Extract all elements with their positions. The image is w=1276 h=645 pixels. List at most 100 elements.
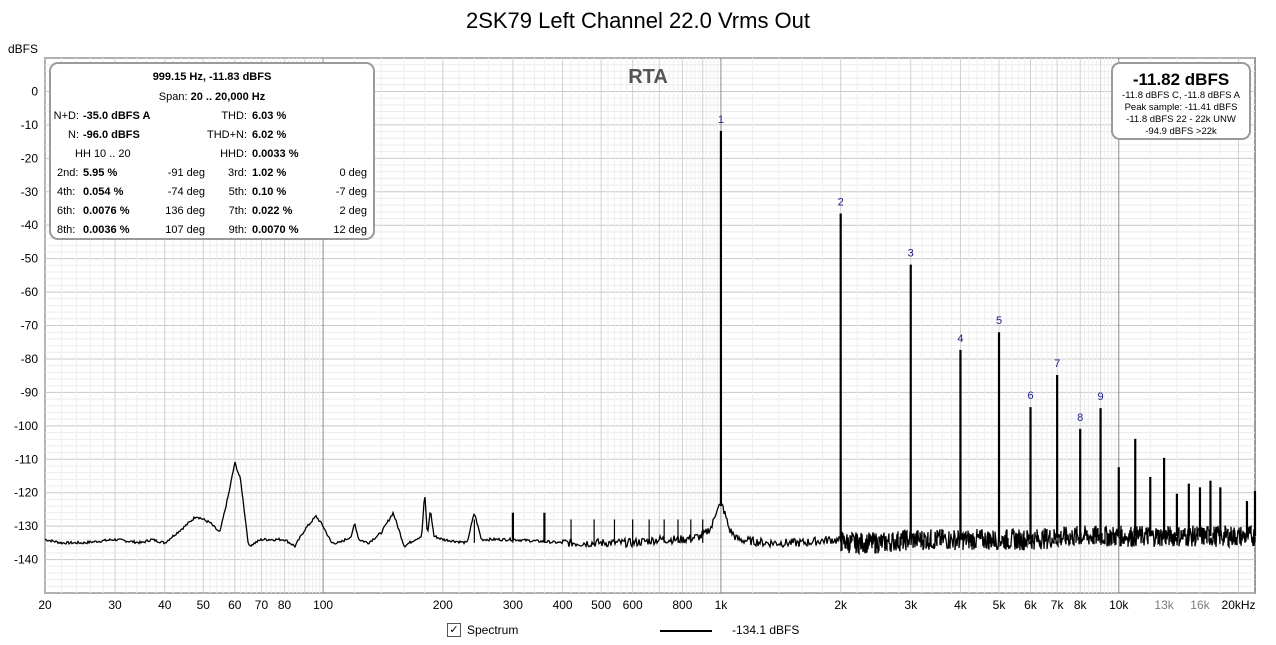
harmonic-5-value: 0.10 %: [252, 186, 287, 198]
x-tick-label: 7k: [1051, 598, 1065, 612]
harmonic-2-value: 5.95 %: [83, 167, 118, 179]
harmonic-9-label: 9th:: [228, 224, 247, 236]
x-tick-label: 5k: [993, 598, 1007, 612]
level-unweighted: -11.8 dBFS 22 - 22k UNW: [1126, 114, 1236, 125]
nd-label: N+D:: [53, 110, 79, 122]
spectrum-noise-floor: [45, 461, 1256, 556]
harmonic-markers: 1 2 3 4 5 6 7 8 9: [718, 114, 1104, 424]
hhd-label: HHD:: [220, 148, 247, 160]
axis-tick-labels: 0 -10 -20 -30 -40 -50 -60 -70 -80 -90 -100 -110 -120…: [14, 84, 1256, 612]
x-tick-label: 70: [255, 598, 269, 612]
span-readout: Span: 20 .. 20,000 Hz: [51, 91, 373, 103]
x-tick-label: 300: [503, 598, 523, 612]
x-tick-label: 4k: [954, 598, 968, 612]
x-tick-label: 10k: [1109, 598, 1129, 612]
y-tick-label: -140: [14, 553, 38, 567]
x-tick-label: 500: [591, 598, 611, 612]
x-tick-label: 3k: [904, 598, 918, 612]
harmonic-8-value: 0.0036 %: [83, 224, 130, 236]
y-tick-label: -80: [21, 352, 39, 366]
level-peak-sample: Peak sample: -11.41 dBFS: [1124, 102, 1238, 113]
distortion-stats-box[interactable]: 999.15 Hz, -11.83 dBFS Span: 20 .. 20,00…: [49, 62, 375, 240]
fundamental-readout: 999.15 Hz, -11.83 dBFS: [152, 71, 272, 83]
y-tick-label: -40: [21, 218, 39, 232]
level-weighted: -11.8 dBFS C, -11.8 dBFS A: [1122, 90, 1240, 101]
harmonic-marker-label: 6: [1027, 390, 1033, 402]
harmonic-6-value: 0.0076 %: [83, 205, 130, 217]
harmonic-5-label: 5th:: [228, 186, 247, 198]
hhd-value: 0.0033 %: [252, 148, 299, 160]
x-tick-label: 80: [278, 598, 292, 612]
x-tick-label: 6k: [1024, 598, 1038, 612]
x-tick-label: 30: [108, 598, 122, 612]
harmonic-4-phase: -74 deg: [167, 186, 205, 198]
level-main-value: -11.82 dBFS: [1132, 70, 1230, 89]
harmonic-marker-label: 2: [838, 196, 844, 208]
legend-line-swatch: [660, 630, 712, 632]
level-above-22k: -94.9 dBFS >22k: [1145, 126, 1217, 137]
legend-value: -134.1 dBFS: [732, 623, 800, 637]
y-tick-label: -120: [14, 486, 38, 500]
harmonic-marker-label: 4: [957, 333, 963, 345]
harmonic-4-value: 0.054 %: [83, 186, 124, 198]
harmonic-6-phase: 136 deg: [165, 205, 205, 217]
harmonic-9-phase: 12 deg: [333, 224, 367, 236]
spectrum-checkbox[interactable]: ✓: [447, 623, 461, 637]
x-tick-label: 13k: [1154, 598, 1174, 612]
harmonic-3-phase: 0 deg: [339, 167, 367, 179]
harmonic-9-value: 0.0070 %: [252, 224, 299, 236]
y-tick-label: -130: [14, 519, 38, 533]
y-tick-label: -20: [21, 151, 39, 165]
noise-value: -96.0 dBFS: [83, 129, 140, 141]
hh-range: HH 10 .. 20: [75, 148, 131, 160]
y-tick-label: -30: [21, 185, 39, 199]
harmonic-3-label: 3rd:: [228, 167, 247, 179]
y-tick-label: -50: [21, 252, 39, 266]
y-tick-label: -70: [21, 319, 39, 333]
harmonic-7-value: 0.022 %: [252, 205, 293, 217]
thdn-value: 6.02 %: [252, 129, 287, 141]
harmonic-2-label: 2nd:: [57, 167, 79, 179]
harmonic-marker-label: 5: [996, 315, 1002, 327]
harmonic-marker-label: 3: [908, 248, 914, 260]
thd-value: 6.03 %: [252, 110, 287, 122]
legend: ✓ Spectrum -134.1 dBFS: [0, 620, 1276, 642]
x-tick-label: 400: [553, 598, 573, 612]
harmonic-marker-label: 9: [1098, 391, 1104, 403]
chart-title: 2SK79 Left Channel 22.0 Vrms Out: [465, 8, 811, 33]
y-tick-label: -60: [21, 285, 39, 299]
x-tick-label: 50: [197, 598, 211, 612]
harmonic-5-phase: -7 deg: [335, 186, 367, 198]
harmonic-6-label: 6th:: [57, 205, 76, 217]
level-readout-box[interactable]: -11.82 dBFS -11.8 dBFS C, -11.8 dBFS A P…: [1111, 62, 1251, 140]
noise-label: N:: [68, 129, 79, 141]
x-tick-label: 8k: [1074, 598, 1088, 612]
harmonic-marker-label: 8: [1077, 412, 1083, 424]
y-tick-label: 0: [31, 84, 38, 98]
x-tick-label: 20: [38, 598, 52, 612]
thdn-label: THD+N:: [206, 129, 247, 141]
span-value: 20 .. 20,000 Hz: [190, 91, 266, 103]
x-tick-label: 60: [228, 598, 242, 612]
thd-label: THD:: [221, 110, 247, 122]
spectrum-label[interactable]: Spectrum: [467, 623, 519, 637]
harmonic-2-phase: -91 deg: [167, 167, 205, 179]
x-tick-label: 16k: [1190, 598, 1210, 612]
x-tick-label: 2k: [834, 598, 848, 612]
x-tick-label: 600: [623, 598, 643, 612]
harmonic-8-label: 8th:: [57, 224, 76, 236]
harmonic-3-value: 1.02 %: [252, 167, 287, 179]
y-tick-label: -10: [21, 118, 39, 132]
harmonic-8-phase: 107 deg: [165, 224, 205, 236]
x-tick-label: 1k: [715, 598, 729, 612]
x-tick-label: 40: [158, 598, 172, 612]
x-tick-label: 200: [433, 598, 453, 612]
y-tick-label: -90: [21, 385, 39, 399]
harmonic-7-phase: 2 deg: [339, 205, 367, 217]
y-axis-unit-label: dBFS: [8, 42, 39, 56]
nd-value: -35.0 dBFS A: [83, 110, 151, 122]
harmonic-marker-label: 7: [1054, 358, 1060, 370]
y-tick-label: -100: [14, 419, 38, 433]
x-tick-label: 20kHz: [1222, 598, 1256, 612]
